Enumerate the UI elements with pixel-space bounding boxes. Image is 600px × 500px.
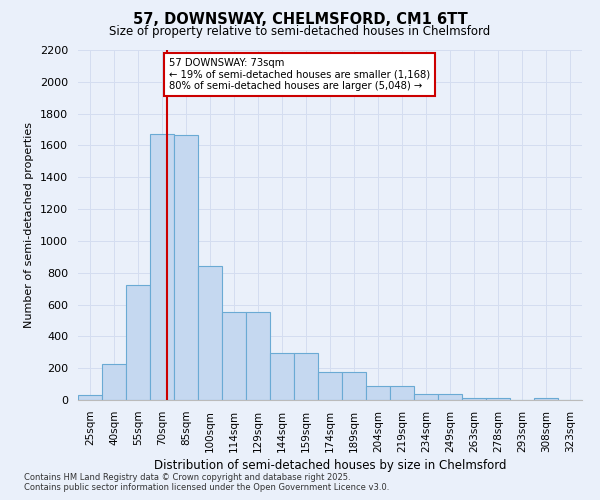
Bar bbox=[534, 398, 558, 400]
Bar bbox=[78, 395, 102, 400]
Bar bbox=[414, 394, 438, 400]
Text: 57, DOWNSWAY, CHELMSFORD, CM1 6TT: 57, DOWNSWAY, CHELMSFORD, CM1 6TT bbox=[133, 12, 467, 28]
Bar bbox=[270, 353, 294, 400]
Bar bbox=[318, 372, 342, 400]
Bar bbox=[462, 398, 486, 400]
Bar bbox=[198, 266, 222, 400]
Bar bbox=[438, 394, 462, 400]
Bar bbox=[102, 364, 126, 400]
Text: Size of property relative to semi-detached houses in Chelmsford: Size of property relative to semi-detach… bbox=[109, 25, 491, 38]
Bar bbox=[126, 286, 150, 400]
Bar bbox=[150, 134, 174, 400]
Bar bbox=[174, 135, 198, 400]
Bar bbox=[342, 372, 366, 400]
Bar bbox=[294, 353, 318, 400]
Bar bbox=[366, 386, 390, 400]
Bar bbox=[222, 312, 246, 400]
Text: 57 DOWNSWAY: 73sqm
← 19% of semi-detached houses are smaller (1,168)
80% of semi: 57 DOWNSWAY: 73sqm ← 19% of semi-detache… bbox=[169, 58, 430, 91]
Bar bbox=[246, 312, 270, 400]
Y-axis label: Number of semi-detached properties: Number of semi-detached properties bbox=[25, 122, 34, 328]
Bar bbox=[486, 398, 510, 400]
X-axis label: Distribution of semi-detached houses by size in Chelmsford: Distribution of semi-detached houses by … bbox=[154, 459, 506, 472]
Bar bbox=[390, 386, 414, 400]
Text: Contains HM Land Registry data © Crown copyright and database right 2025.
Contai: Contains HM Land Registry data © Crown c… bbox=[24, 473, 389, 492]
